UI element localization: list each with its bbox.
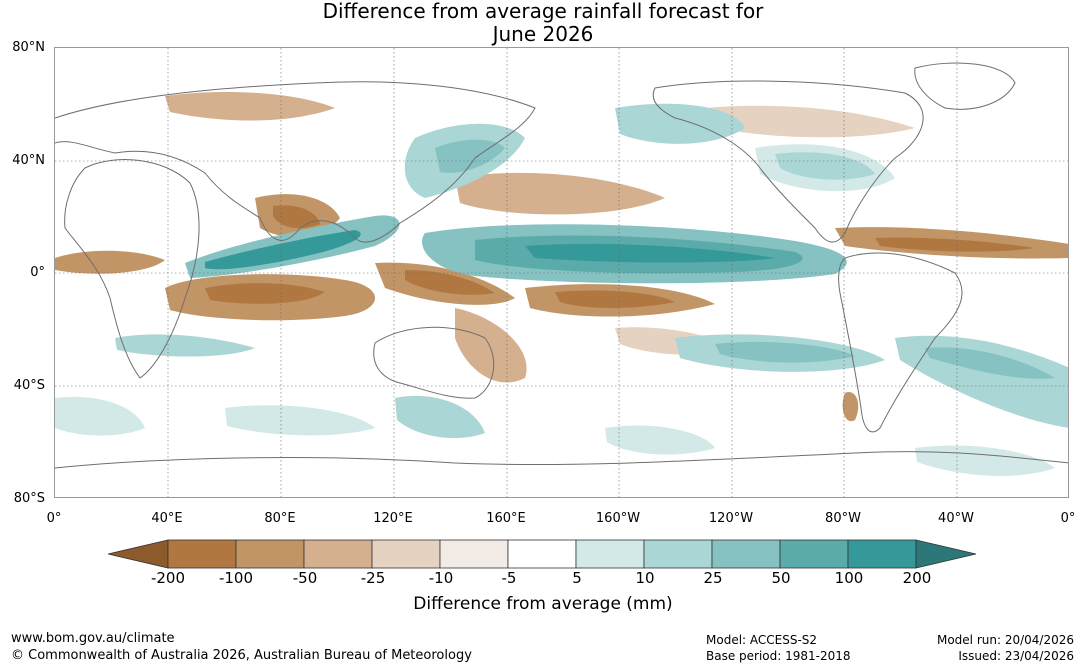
wet-region <box>915 445 1055 476</box>
coastline-greenland <box>914 62 1016 110</box>
dry-region <box>455 172 665 215</box>
rainfall-map-svg <box>55 48 1068 497</box>
wet-region <box>715 341 855 363</box>
colorbar-tick-label: -100 <box>218 569 254 587</box>
dry-region <box>842 392 859 422</box>
footer-model: Model: ACCESS-S2 <box>706 633 818 647</box>
colorbar-swatch <box>711 539 781 569</box>
lat-label-80n: 80°N <box>12 40 45 55</box>
lon-label-160w: 160°W <box>595 511 641 526</box>
colorbar-tick-label: 5 <box>572 569 582 587</box>
dry-region <box>165 92 335 121</box>
colorbar-tick-label: -50 <box>292 569 318 587</box>
colorbar-tick-label: -200 <box>150 569 186 587</box>
dry-region <box>55 250 165 274</box>
lon-label-0-left: 0° <box>46 511 62 526</box>
lat-label-40s: 40°S <box>13 378 45 393</box>
footer-url: www.bom.gov.au/climate <box>11 631 175 646</box>
colorbar-swatch <box>167 539 237 569</box>
title-line-1: Difference from average rainfall forecas… <box>322 0 764 23</box>
colorbar-swatch <box>779 539 849 569</box>
coastline-south-america <box>838 252 963 433</box>
colorbar-swatch <box>303 539 373 569</box>
footer-copyright: © Commonwealth of Australia 2026, Austra… <box>11 648 472 663</box>
wet-region <box>115 334 255 357</box>
lat-label-40n: 40°N <box>12 153 45 168</box>
dry-region <box>705 105 915 138</box>
wet-region <box>435 139 505 173</box>
coastlines <box>55 62 1068 469</box>
colorbar-arrow-low <box>108 539 169 569</box>
colorbar-tick-label: -5 <box>501 569 517 587</box>
wet-region <box>895 335 1068 428</box>
lon-label-80w: 80°W <box>825 511 861 526</box>
colorbar-tick-label: 100 <box>834 569 864 587</box>
lon-label-40w: 40°W <box>938 511 974 526</box>
lon-label-40e: 40°E <box>151 511 183 526</box>
colorbar-swatch <box>847 539 917 569</box>
colorbar <box>108 539 977 569</box>
coastline-antarctica <box>55 451 1068 469</box>
colorbar-tick-label: 200 <box>902 569 932 587</box>
dry-region <box>405 270 495 295</box>
wet-region <box>55 396 145 436</box>
wet-anomaly-regions <box>55 103 1068 476</box>
wet-region <box>525 243 775 263</box>
coastline-africa <box>64 159 200 379</box>
wet-region <box>605 425 715 455</box>
lon-label-120e: 120°E <box>373 511 413 526</box>
graticule <box>55 48 1068 497</box>
wet-region <box>925 347 1055 379</box>
footer-issued: Issued: 23/04/2026 <box>958 649 1074 663</box>
colorbar-swatch <box>371 539 441 569</box>
colorbar-swatch <box>439 539 509 569</box>
colorbar-arrow-high <box>915 539 977 569</box>
wet-region <box>615 103 745 144</box>
lon-label-80e: 80°E <box>264 511 296 526</box>
colorbar-swatch <box>235 539 305 569</box>
chart-title: Difference from average rainfall forecas… <box>243 0 843 46</box>
colorbar-swatch <box>643 539 713 569</box>
colorbar-tick-label: 10 <box>635 569 655 587</box>
footer-model-run: Model run: 20/04/2026 <box>936 633 1074 647</box>
dry-anomaly-regions <box>55 92 1068 422</box>
rainfall-map <box>54 47 1069 498</box>
colorbar-swatch <box>507 539 577 569</box>
wet-region <box>775 152 875 180</box>
colorbar-tick-label: -25 <box>360 569 386 587</box>
lat-label-80s: 80°S <box>13 491 45 506</box>
wet-region <box>205 230 361 270</box>
dry-region <box>205 283 325 304</box>
dry-region <box>455 308 527 383</box>
colorbar-swatch <box>575 539 645 569</box>
colorbar-tick-label: 25 <box>703 569 723 587</box>
footer-base-period: Base period: 1981-2018 <box>706 649 851 663</box>
lon-label-160e: 160°E <box>486 511 526 526</box>
coastline-eurasia <box>55 81 536 243</box>
wet-region <box>395 395 485 439</box>
lon-label-0-right: 0° <box>1060 511 1076 526</box>
colorbar-tick-label: 50 <box>771 569 791 587</box>
coastline-north-america <box>652 80 924 243</box>
lon-label-120w: 120°W <box>708 511 754 526</box>
wet-region <box>225 405 375 436</box>
colorbar-title: Difference from average (mm) <box>413 594 673 614</box>
lat-label-equator: 0° <box>30 265 45 280</box>
dry-region <box>875 237 1035 252</box>
dry-region <box>273 205 320 229</box>
coastline-australia <box>373 326 495 399</box>
title-line-2: June 2026 <box>492 22 594 46</box>
dry-region <box>555 290 675 308</box>
colorbar-tick-label: -10 <box>428 569 454 587</box>
